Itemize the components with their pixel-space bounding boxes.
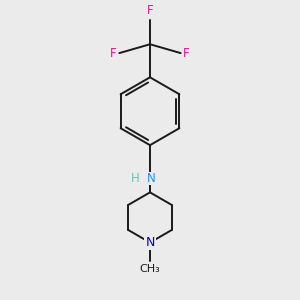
Text: H: H — [131, 172, 140, 185]
Text: N: N — [146, 172, 155, 185]
Text: N: N — [145, 236, 155, 249]
Text: F: F — [147, 4, 153, 17]
Text: F: F — [183, 46, 190, 60]
Text: CH₃: CH₃ — [140, 264, 160, 274]
Text: F: F — [110, 46, 117, 60]
